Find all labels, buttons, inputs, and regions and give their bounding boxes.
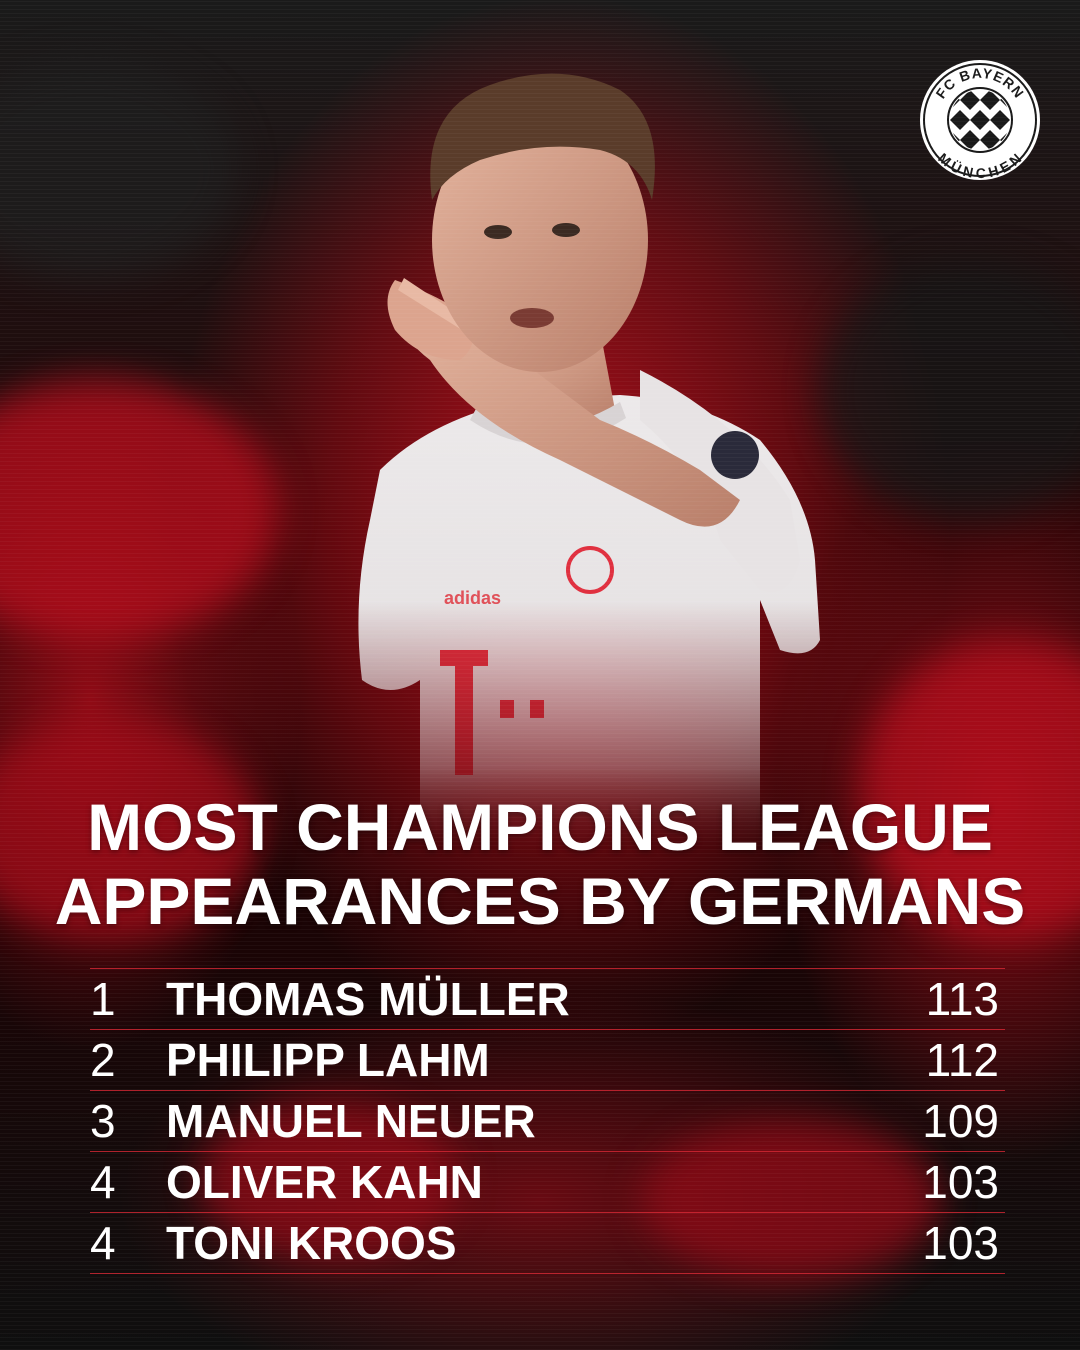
appearance-count: 103: [922, 1156, 999, 1208]
ranking-row: 4 OLIVER KAHN 103: [90, 1152, 1005, 1213]
player-name: PHILIPP LAHM: [166, 1034, 490, 1086]
rank-number: 3: [90, 1095, 116, 1147]
rank-number: 2: [90, 1034, 116, 1086]
appearance-count: 109: [922, 1095, 999, 1147]
ranking-row: 3 MANUEL NEUER 109: [90, 1091, 1005, 1152]
appearance-count: 112: [925, 1034, 999, 1086]
ranking-table: 1 THOMAS MÜLLER 113 2 PHILIPP LAHM 112 3…: [90, 968, 1005, 1274]
rank-number: 4: [90, 1217, 116, 1269]
player-name: MANUEL NEUER: [166, 1095, 536, 1147]
player-name: TONI KROOS: [166, 1217, 457, 1269]
background-streak: [820, 260, 1080, 520]
fc-bayern-logo-icon: FC BAYERN MÜNCHEN: [920, 60, 1040, 181]
background-streak: [200, 1100, 460, 1260]
rank-number: 1: [90, 973, 116, 1025]
headline-line-1: MOST CHAMPIONS LEAGUE: [87, 790, 993, 864]
rank-number: 4: [90, 1156, 116, 1208]
ranking-row: 1 THOMAS MÜLLER 113: [90, 968, 1005, 1030]
player-name: OLIVER KAHN: [166, 1156, 483, 1208]
ranking-row: 2 PHILIPP LAHM 112: [90, 1030, 1005, 1091]
background-streak: [0, 60, 240, 280]
headline: MOST CHAMPIONS LEAGUE APPEARANCES BY GER…: [0, 790, 1080, 938]
kit-brand-text: adidas: [444, 588, 501, 608]
background-streak: [0, 380, 280, 640]
appearance-count: 113: [925, 973, 999, 1025]
player-name: THOMAS MÜLLER: [166, 973, 570, 1025]
player-photo: adidas: [358, 73, 820, 860]
background-streak: [640, 1120, 940, 1280]
background-streak: [0, 720, 260, 940]
ranking-row: 4 TONI KROOS 103: [90, 1213, 1005, 1274]
headline-line-2: APPEARANCES BY GERMANS: [54, 864, 1026, 938]
appearance-count: 103: [922, 1217, 999, 1269]
